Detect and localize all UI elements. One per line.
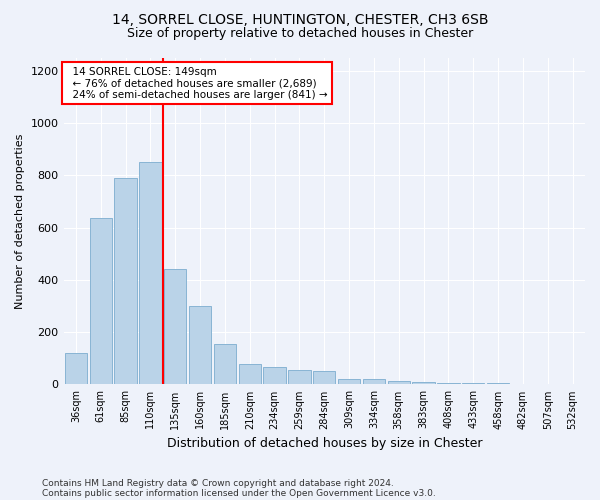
Bar: [313, 372, 335, 384]
Text: Contains HM Land Registry data © Crown copyright and database right 2024.: Contains HM Land Registry data © Crown c…: [42, 478, 394, 488]
Bar: [412, 382, 435, 384]
Bar: [65, 353, 87, 384]
Bar: [189, 306, 211, 384]
Bar: [115, 178, 137, 384]
Bar: [164, 270, 187, 384]
Bar: [263, 368, 286, 384]
Text: Size of property relative to detached houses in Chester: Size of property relative to detached ho…: [127, 28, 473, 40]
Bar: [363, 379, 385, 384]
Text: 14 SORREL CLOSE: 149sqm
  ← 76% of detached houses are smaller (2,689)
  24% of : 14 SORREL CLOSE: 149sqm ← 76% of detache…: [66, 66, 328, 100]
Bar: [139, 162, 161, 384]
Bar: [239, 364, 261, 384]
Bar: [462, 383, 484, 384]
Text: 14, SORREL CLOSE, HUNTINGTON, CHESTER, CH3 6SB: 14, SORREL CLOSE, HUNTINGTON, CHESTER, C…: [112, 12, 488, 26]
Bar: [388, 382, 410, 384]
Bar: [214, 344, 236, 385]
Bar: [437, 383, 460, 384]
Bar: [288, 370, 311, 384]
Bar: [89, 218, 112, 384]
Y-axis label: Number of detached properties: Number of detached properties: [15, 134, 25, 308]
Text: Contains public sector information licensed under the Open Government Licence v3: Contains public sector information licen…: [42, 488, 436, 498]
Bar: [487, 383, 509, 384]
X-axis label: Distribution of detached houses by size in Chester: Distribution of detached houses by size …: [167, 437, 482, 450]
Bar: [338, 379, 360, 384]
